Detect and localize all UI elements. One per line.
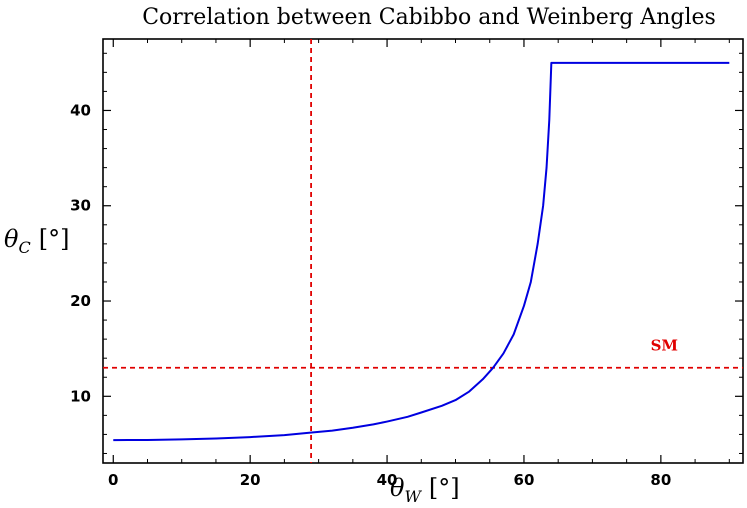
x-tick-label-3: 60 bbox=[514, 471, 535, 489]
sm-annotation: SM bbox=[651, 337, 678, 355]
plot-area: 0 20 40 60 80 10 20 30 40 bbox=[70, 38, 744, 489]
x-axis-label: θW [°] bbox=[390, 474, 460, 506]
plot-frame bbox=[102, 38, 744, 464]
x-axis-subscript: W bbox=[404, 487, 422, 506]
y-tick-label-3: 40 bbox=[70, 101, 91, 119]
x-tick-label-4: 80 bbox=[650, 471, 671, 489]
series-line-0 bbox=[113, 61, 730, 442]
x-axis-symbol: θ bbox=[390, 474, 405, 502]
x-axis-unit: [°] bbox=[429, 474, 460, 502]
y-axis-subscript: C bbox=[18, 238, 30, 257]
x-tick-label-1: 20 bbox=[240, 471, 261, 489]
chart-title: Correlation between Cabibbo and Weinberg… bbox=[142, 5, 716, 30]
y-tick-label-1: 20 bbox=[70, 292, 91, 310]
y-axis-unit: [°] bbox=[39, 225, 70, 253]
y-tick-label-0: 10 bbox=[70, 387, 91, 405]
x-tick-label-0: 0 bbox=[108, 471, 118, 489]
y-tick-label-2: 30 bbox=[70, 197, 91, 215]
y-axis-symbol: θ bbox=[4, 225, 19, 253]
x-tick-label-2: 40 bbox=[377, 471, 398, 489]
y-axis-label: θC [°] bbox=[4, 225, 69, 257]
